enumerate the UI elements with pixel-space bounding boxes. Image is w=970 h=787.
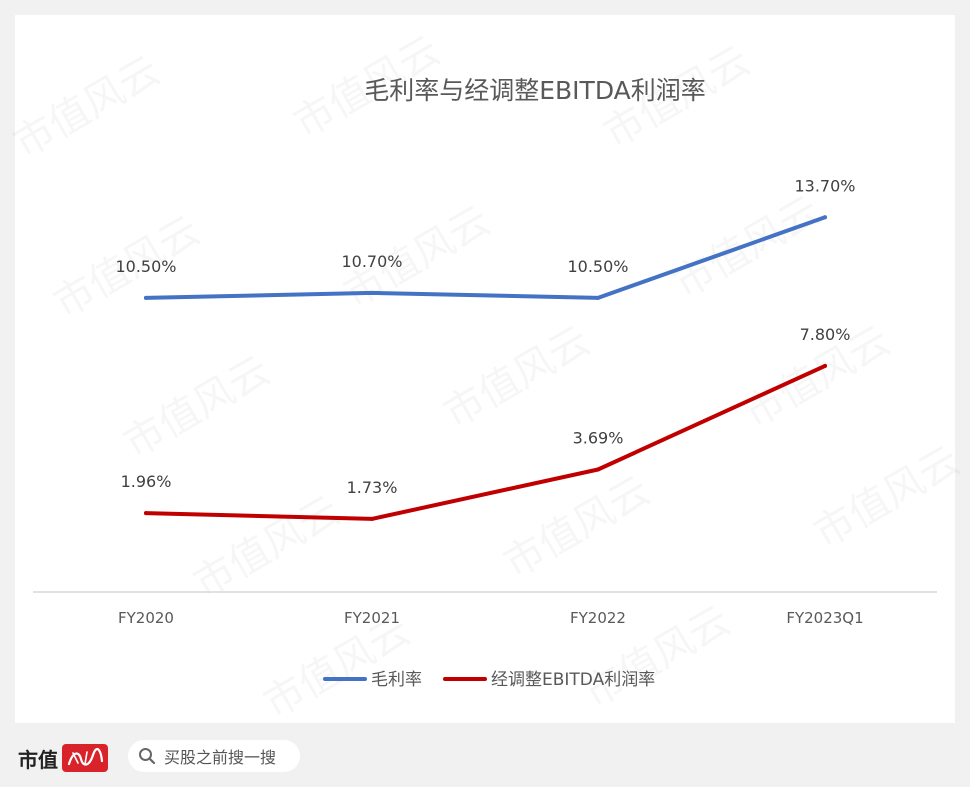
search-icon bbox=[139, 748, 156, 765]
chart-title: 毛利率与经调整EBITDA利润率 bbox=[364, 76, 706, 105]
x-tick-label: FY2022 bbox=[570, 609, 626, 627]
data-label: 1.96% bbox=[121, 472, 172, 491]
data-point bbox=[370, 290, 374, 295]
x-tick-label: FY2021 bbox=[344, 609, 400, 627]
brand-logo[interactable]: 市值 bbox=[18, 743, 108, 773]
brand-name: 市值 bbox=[18, 747, 58, 772]
data-point bbox=[144, 511, 148, 516]
data-point bbox=[370, 516, 374, 521]
series-layer bbox=[144, 215, 827, 521]
data-label: 1.73% bbox=[347, 478, 398, 497]
data-label: 10.50% bbox=[567, 257, 628, 276]
search-placeholder: 买股之前搜一搜 bbox=[164, 748, 277, 767]
data-label: 7.80% bbox=[800, 325, 851, 344]
data-point bbox=[596, 467, 600, 472]
data-label: 10.70% bbox=[341, 252, 402, 271]
series-line-0 bbox=[144, 215, 827, 300]
series-line-1 bbox=[144, 363, 827, 521]
data-point bbox=[596, 295, 600, 300]
search-box[interactable]: 买股之前搜一搜 bbox=[128, 740, 300, 772]
data-point bbox=[823, 363, 827, 368]
chart-card: 市值风云 市值风云 市值风云 市值风云 市值风云 市值风云 市值风云 市值风云 … bbox=[15, 15, 955, 723]
data-point bbox=[144, 295, 148, 300]
legend: 毛利率 经调整EBITDA利润率 bbox=[323, 670, 655, 690]
fengyun-seal-icon bbox=[62, 744, 108, 772]
legend-label: 毛利率 bbox=[371, 670, 422, 690]
data-label: 10.50% bbox=[115, 257, 176, 276]
x-tick-label: FY2023Q1 bbox=[786, 609, 863, 627]
data-point bbox=[823, 215, 827, 220]
footer-bar: 市值 买股之前搜一搜 bbox=[0, 723, 970, 787]
data-label: 13.70% bbox=[794, 176, 855, 195]
data-label: 3.69% bbox=[573, 429, 624, 448]
line-chart: 毛利率与经调整EBITDA利润率 FY2020 FY2021 FY2022 FY202… bbox=[33, 76, 937, 690]
data-labels: 10.50% 10.70% 10.50% 13.70% 1.96% 1.73% 3.69% 7… bbox=[115, 176, 855, 497]
x-tick-label: FY2020 bbox=[118, 609, 174, 627]
legend-label: 经调整EBITDA利润率 bbox=[491, 670, 655, 690]
x-axis-ticks: FY2020 FY2021 FY2022 FY2023Q1 bbox=[118, 609, 864, 627]
